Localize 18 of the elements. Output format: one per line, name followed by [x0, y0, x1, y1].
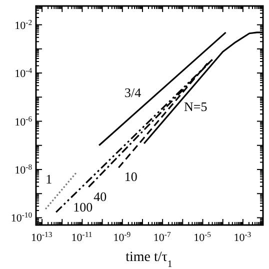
x-tick-label: 10$^{-11}$ — [71, 230, 92, 244]
x-tick-label: 10$^{-5}$ — [194, 230, 212, 244]
y-tick-label: 10$^{-4}$ — [14, 66, 32, 80]
y-tick-label: 10$^{-10}$ — [10, 210, 32, 225]
y-tick-label: 10$^{-2}$ — [14, 17, 32, 32]
series-label: 40 — [94, 189, 107, 204]
y-tick-label: 10$^{-6}$ — [14, 114, 32, 128]
y-tick-label: 10$^{-8}$ — [14, 162, 32, 176]
x-axis-title: time t/τ$_{1}$ — [126, 250, 172, 269]
x-tick-label: 10$^{-7}$ — [153, 230, 171, 244]
x-tick-label: 10$^{-13}$ — [30, 230, 52, 244]
x-tick-label: 10$^{-9}$ — [113, 230, 131, 244]
series-label: 3/4 — [124, 84, 142, 100]
series-label: N=5 — [184, 99, 208, 114]
series-label: 10 — [124, 168, 138, 184]
series-label: 100 — [73, 199, 93, 214]
x-tick-label: 10$^{-3}$ — [234, 230, 252, 244]
series-label: 1 — [46, 171, 52, 186]
